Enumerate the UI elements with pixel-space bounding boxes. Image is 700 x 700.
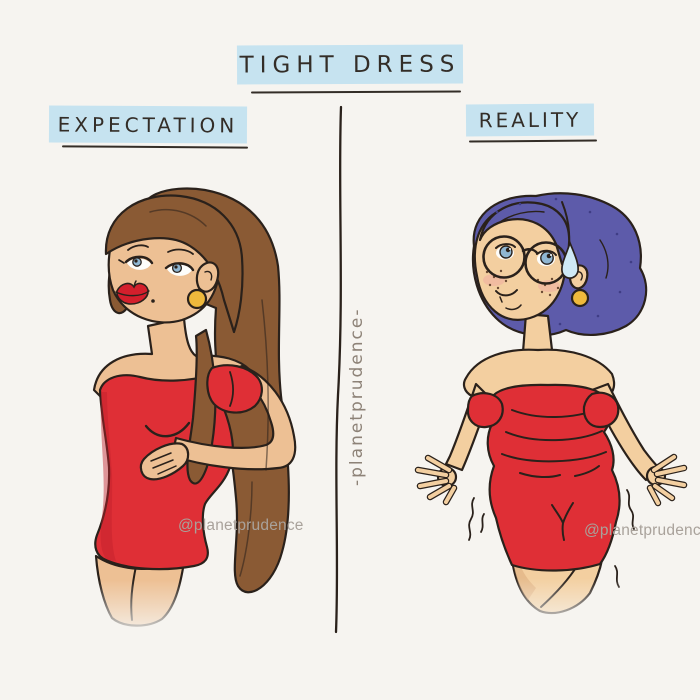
right-mouth (495, 289, 522, 311)
left-lips (116, 282, 149, 305)
right-torso (462, 348, 616, 398)
expectation-woman-illustration (72, 187, 297, 665)
left-earring (186, 288, 208, 310)
left-arm (139, 364, 297, 481)
reality-label: REALITY (465, 103, 595, 137)
reality-label-text: REALITY (478, 107, 582, 133)
left-dress-sleeve (206, 364, 263, 414)
comic-title: TIGHT DRESS (236, 44, 464, 85)
right-sleeve-right (582, 391, 620, 429)
expectation-label-text: EXPECTATION (57, 112, 239, 137)
left-ear (195, 261, 220, 293)
right-hand-right (645, 453, 688, 507)
left-beauty-mark (151, 299, 155, 303)
panel-divider-line (334, 105, 343, 634)
watermark-right: @planetprudence (584, 522, 700, 539)
comic-title-text: TIGHT DRESS (239, 51, 461, 78)
right-dress-crotch-line (551, 502, 574, 541)
left-hand (139, 442, 190, 481)
reality-woman-illustration (414, 192, 688, 656)
artist-credit-vertical: -planetprudence- (347, 307, 367, 486)
watermark-left: @planetprudence (178, 517, 304, 534)
expectation-label: EXPECTATION (48, 105, 248, 144)
left-face-details (115, 244, 195, 305)
right-sweat-drop (561, 240, 579, 279)
right-hair-texture (495, 197, 633, 326)
right-earring (570, 288, 590, 308)
left-hair-fringe (104, 194, 244, 334)
right-hand-left (414, 454, 458, 506)
right-sleeve-left (466, 392, 504, 429)
